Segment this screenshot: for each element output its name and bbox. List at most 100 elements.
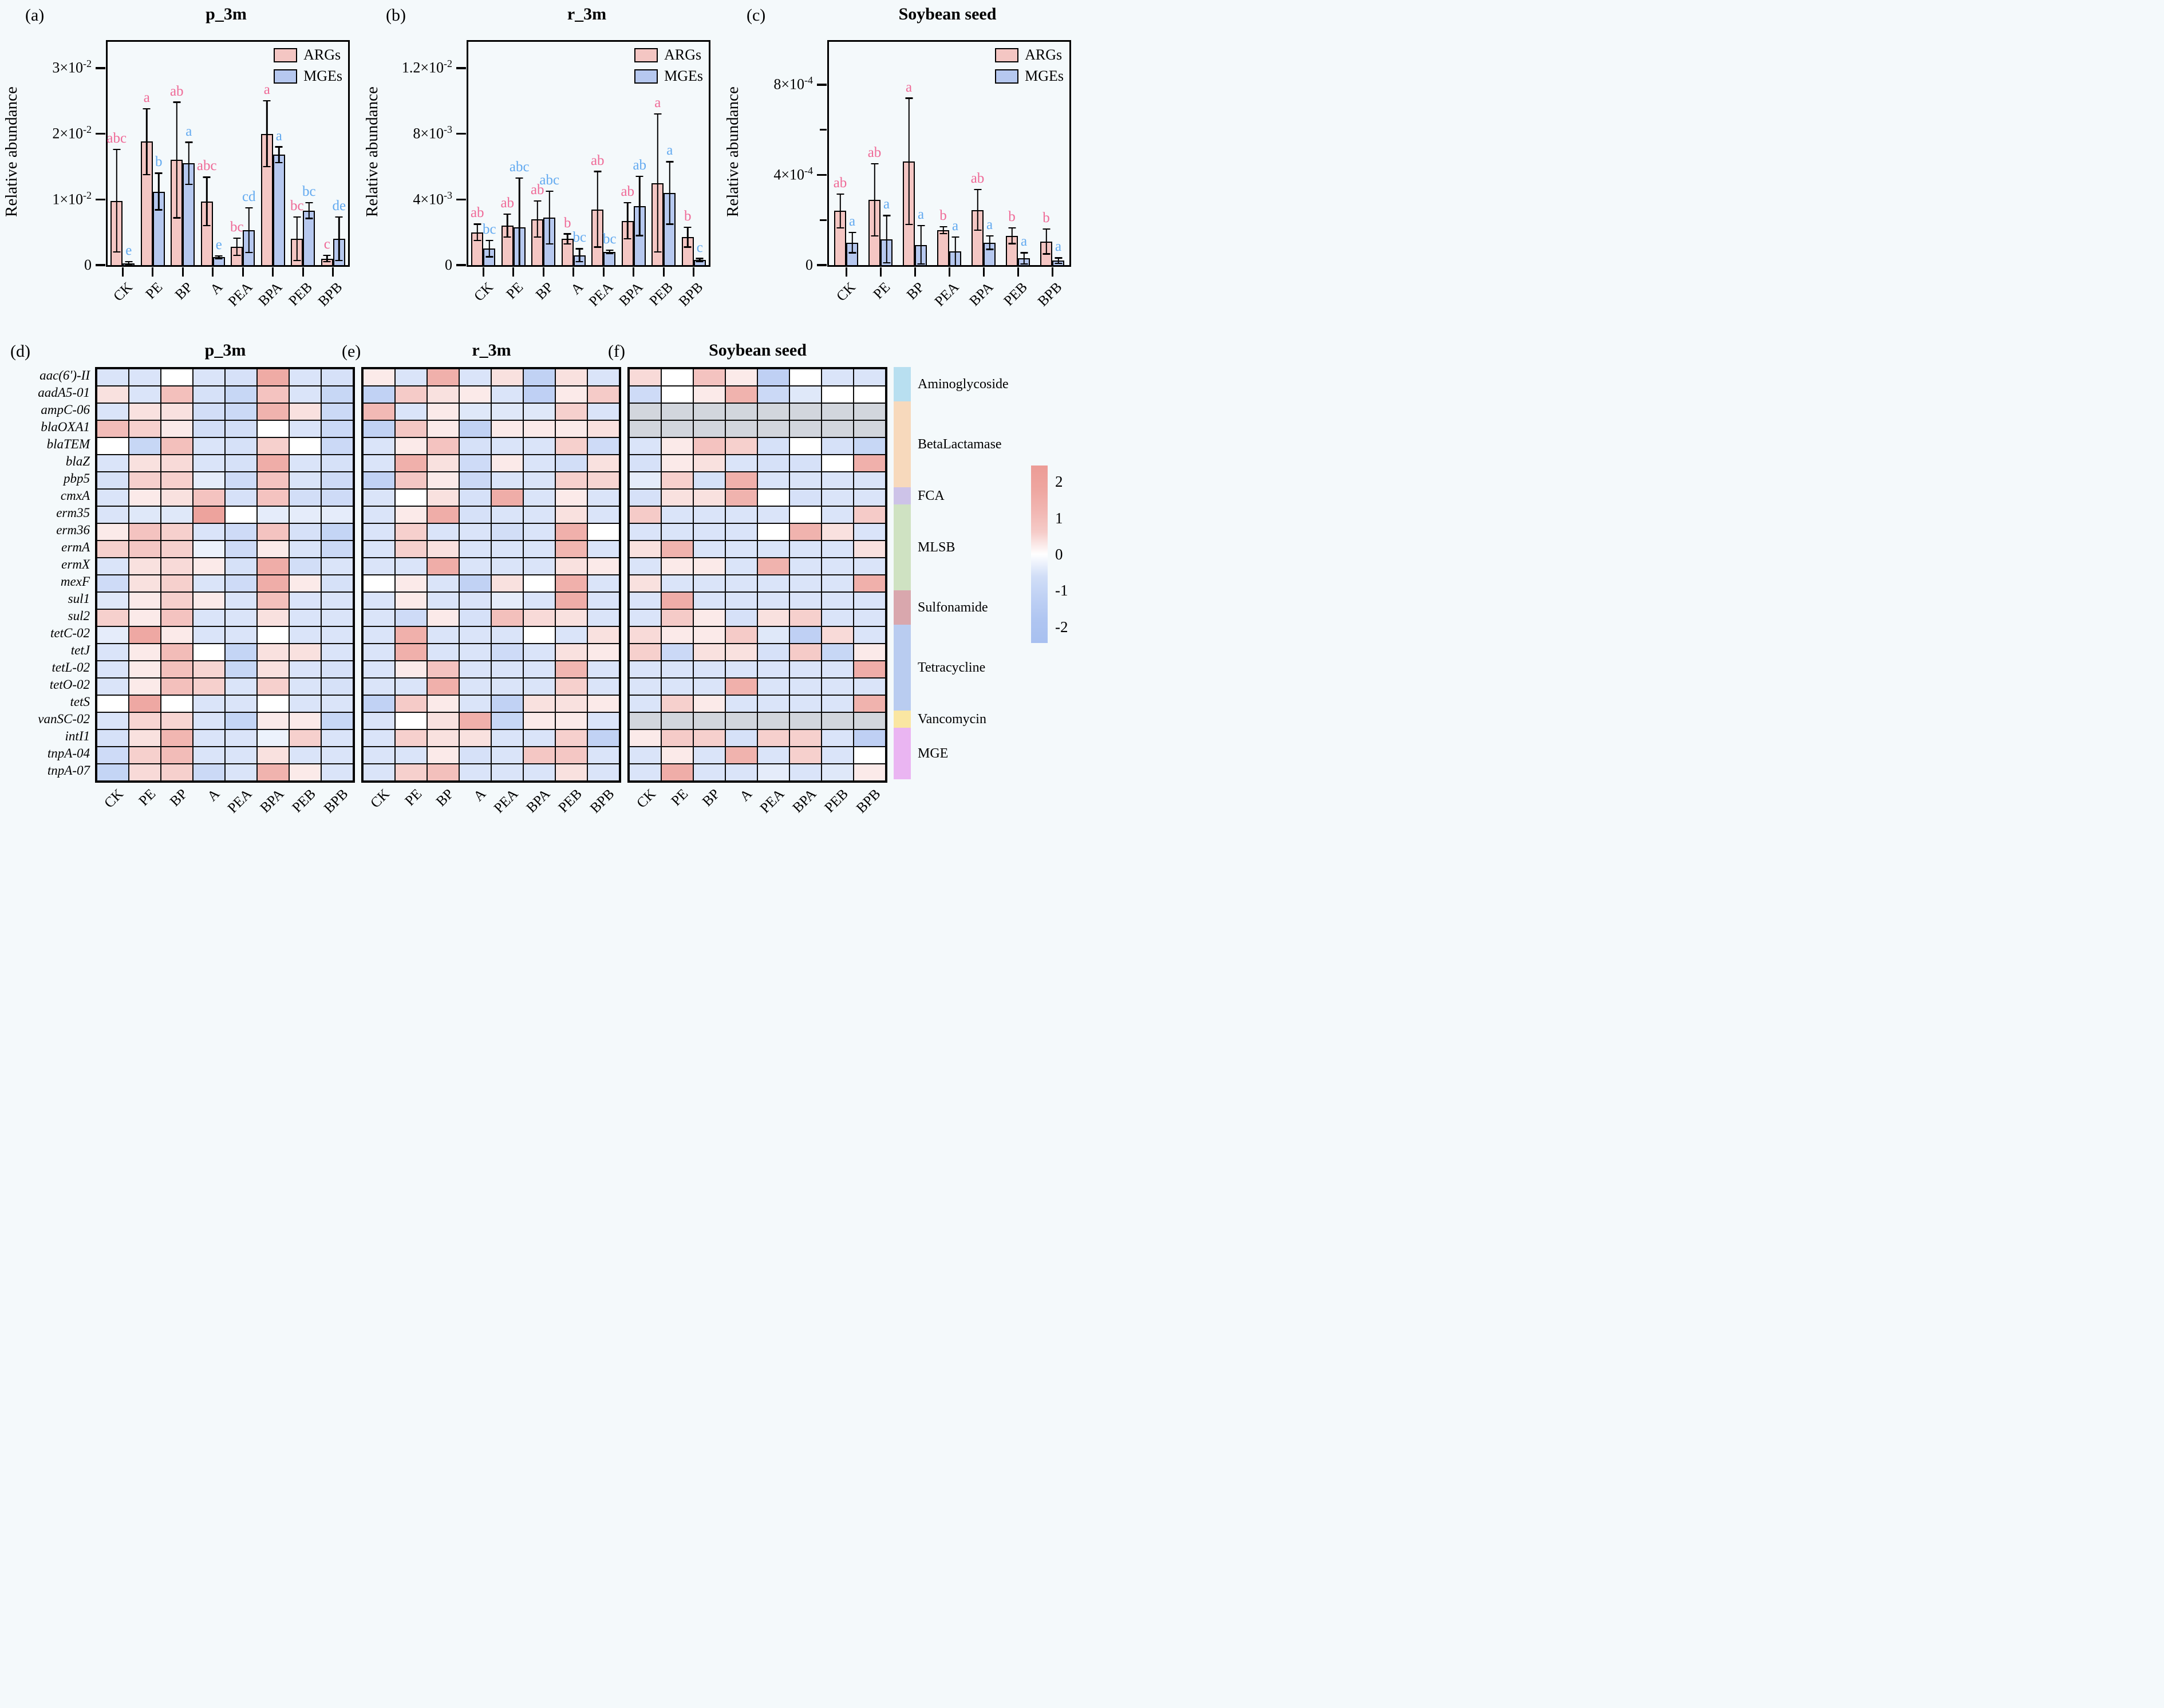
heatmap-cell bbox=[629, 541, 661, 558]
heatmap-cell bbox=[523, 764, 555, 781]
heatmap-cell bbox=[661, 592, 693, 609]
bar-wrap: b bbox=[681, 209, 694, 265]
y-tick-label: 1×10-2 bbox=[52, 189, 92, 208]
heatmap-cell bbox=[725, 695, 757, 712]
error-bar bbox=[128, 262, 129, 265]
heatmap-cell bbox=[757, 420, 789, 437]
heatmap-cell bbox=[321, 403, 353, 420]
error-bar-cap-top bbox=[263, 100, 271, 102]
x-tick-mark bbox=[602, 267, 605, 277]
heatmap-cell bbox=[363, 626, 395, 644]
heatmap-cell bbox=[161, 729, 193, 747]
bar-wrap: a bbox=[949, 219, 961, 265]
heatmap-cell bbox=[427, 558, 459, 575]
error-bar-cap-top bbox=[951, 236, 959, 238]
heatmap-cell bbox=[854, 695, 886, 712]
heatmap-cell bbox=[161, 437, 193, 455]
error-bar bbox=[687, 227, 689, 247]
y-tick-mark bbox=[817, 84, 827, 86]
heatmap-cell bbox=[587, 386, 619, 403]
heatmap-cell bbox=[661, 455, 693, 472]
heatmap-cell bbox=[459, 472, 491, 489]
error-bar bbox=[627, 203, 629, 239]
heatmap-cell bbox=[854, 747, 886, 764]
heatmap-cell bbox=[97, 661, 129, 678]
heatmap-cell bbox=[757, 661, 789, 678]
heatmap-cell bbox=[587, 729, 619, 747]
heatmap-cell bbox=[854, 420, 886, 437]
bar-wrap: a bbox=[846, 214, 858, 265]
heatmap-cell bbox=[427, 420, 459, 437]
error-bar bbox=[488, 240, 490, 257]
heatmap-cell bbox=[129, 420, 161, 437]
significance-letter: a bbox=[986, 216, 993, 232]
bar-group-PE: ab a bbox=[863, 42, 898, 265]
heatmap-cell bbox=[193, 609, 225, 626]
error-bar-cap-bottom bbox=[275, 161, 283, 164]
heatmap-cell bbox=[363, 472, 395, 489]
significance-letter: abc bbox=[509, 159, 530, 175]
heatmap-x-label-PEA: PEA bbox=[491, 786, 522, 816]
heatmap-cell bbox=[629, 489, 661, 506]
heatmap-cell bbox=[129, 506, 161, 523]
heatmap-x-label-A: A bbox=[737, 786, 756, 804]
heatmap-cell bbox=[129, 661, 161, 678]
heatmap-cell bbox=[789, 644, 822, 661]
heatmap-cell bbox=[395, 592, 427, 609]
heatmap-cell bbox=[289, 729, 321, 747]
heatmap-cell bbox=[789, 369, 822, 386]
heatmap-cell bbox=[854, 592, 886, 609]
heatmap-cell bbox=[757, 455, 789, 472]
heatmap-cell bbox=[193, 489, 225, 506]
heatmap-cell bbox=[491, 592, 523, 609]
heatmap-cell bbox=[661, 437, 693, 455]
heatmap-cell bbox=[757, 626, 789, 644]
y-tick-label: 3×10-2 bbox=[52, 58, 92, 76]
heatmap-cell bbox=[459, 437, 491, 455]
heatmap-cell bbox=[789, 403, 822, 420]
plot-area-c: 0 4×10-4 8×10-4 ab a ab a a a b a ab a b a b a ARGs MGEs bbox=[773, 40, 1071, 277]
error-bar-cap-top bbox=[836, 193, 844, 195]
heatmap-cell bbox=[395, 506, 427, 523]
legend: ARGs MGEs bbox=[274, 46, 342, 85]
heatmap-cell bbox=[661, 420, 693, 437]
heatmap-cell bbox=[757, 541, 789, 558]
error-bar-cap-bottom bbox=[1055, 262, 1062, 265]
heatmap-x-label-BPB: BPB bbox=[853, 786, 884, 816]
heatmap-cell bbox=[555, 661, 587, 678]
heatmap-cell bbox=[822, 523, 854, 541]
heatmap-cell bbox=[363, 489, 395, 506]
error-bar bbox=[326, 255, 328, 262]
bar-group-BPA: ab a bbox=[966, 42, 1001, 265]
heatmap-cell bbox=[459, 712, 491, 729]
significance-letter: ab bbox=[970, 171, 985, 187]
heatmap-cell bbox=[97, 437, 129, 455]
error-bar-cap-top bbox=[335, 216, 343, 218]
heatmap-cell bbox=[693, 437, 725, 455]
error-bar-cap-bottom bbox=[635, 235, 643, 236]
gene-label-erm36: erm36 bbox=[56, 523, 90, 537]
heatmap-cell bbox=[725, 541, 757, 558]
error-bar-cap-top bbox=[939, 226, 947, 228]
heatmap-cell bbox=[523, 644, 555, 661]
legend-swatch-MGEs bbox=[634, 69, 658, 84]
bar-wrap: b bbox=[152, 155, 165, 265]
y-tick-mark bbox=[96, 198, 105, 201]
heatmap-cell bbox=[587, 678, 619, 695]
exponent: -3 bbox=[444, 189, 452, 201]
category-label-BetaLactamase: BetaLactamase bbox=[918, 437, 1002, 452]
significance-letter: b bbox=[939, 208, 947, 224]
heatmap-cell bbox=[555, 558, 587, 575]
significance-letter: a bbox=[185, 123, 192, 139]
significance-letter: b bbox=[155, 154, 163, 170]
error-bar-cap-top bbox=[635, 175, 643, 177]
error-bar-cap-bottom bbox=[575, 261, 583, 263]
error-bar bbox=[146, 109, 148, 175]
x-tick-mark bbox=[1051, 267, 1053, 277]
heatmap-cell bbox=[789, 729, 822, 747]
heatmap-x-label-PEB: PEB bbox=[555, 786, 586, 816]
heatmap-cell bbox=[193, 678, 225, 695]
colorbar-tick-1: 1 bbox=[1055, 509, 1063, 527]
